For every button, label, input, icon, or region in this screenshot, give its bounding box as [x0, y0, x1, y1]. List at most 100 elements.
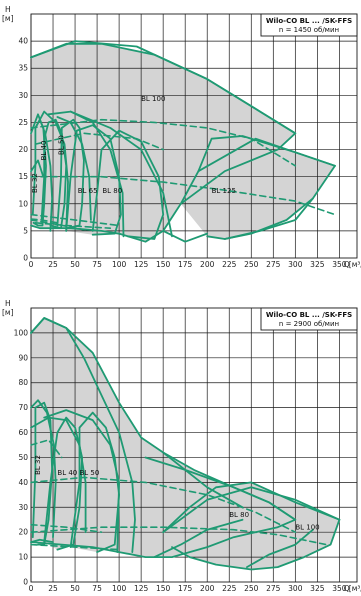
zone-outline-bl-80 [91, 129, 165, 240]
series-label-bl-100: BL 100 [141, 95, 165, 103]
y-tick-label: 0 [23, 578, 28, 587]
y-axis-unit: [м] [2, 14, 14, 23]
pump-curve-bl-125 [223, 197, 314, 240]
x-tick-label: 100 [112, 584, 127, 593]
zone-outline-bl-40 [43, 416, 83, 551]
legend-box [260, 13, 358, 37]
power-curve-bl-80 [30, 476, 297, 534]
power-curve-bl-100 [30, 118, 297, 167]
legend-subtitle: n = 1450 об/мин [279, 26, 339, 34]
y-tick-label: 50 [18, 453, 28, 462]
power-curve-bl-32 [30, 439, 63, 459]
zone-outline-bl-65 [65, 124, 122, 236]
series-label-bl-80: BL 80 [102, 187, 122, 195]
x-tick-label: 350 [332, 584, 347, 593]
operating-zones [31, 43, 335, 242]
y-tick-label: 20 [18, 528, 28, 537]
y-axis-symbol: H [5, 299, 11, 308]
zone-outline-bl-100 [162, 481, 341, 571]
legend-title: Wilo-CO BL ... /SK-FFS [266, 311, 352, 319]
x-tick-label: 300 [288, 584, 303, 593]
y-tick-label: 100 [14, 328, 29, 337]
x-tick-label: 200 [200, 260, 215, 269]
x-tick-label: 175 [178, 584, 193, 593]
x-axis-unit: [м³/ч] [349, 260, 361, 269]
y-tick-label: 30 [18, 503, 28, 512]
zone-outline-bl-50 [56, 118, 85, 230]
x-tick-label: 200 [200, 584, 215, 593]
y-tick-label: 25 [18, 118, 28, 127]
x-tick-label: 250 [244, 260, 259, 269]
y-tick-label: 30 [18, 91, 28, 100]
x-axis-symbol: Q [344, 584, 350, 593]
pump-curves [30, 40, 336, 243]
series-label-bl-80: BL 80 [229, 511, 249, 519]
y-tick-label: 15 [18, 172, 28, 181]
x-tick-label: 100 [112, 260, 127, 269]
pump-curve-bl-80 [30, 317, 136, 553]
power-curve-bl-80 [34, 132, 164, 151]
plot-frame [30, 13, 358, 259]
series-label-bl-50: BL 50 [79, 469, 99, 477]
x-tick-label: 350 [332, 260, 347, 269]
x-tick-label: 125 [134, 584, 149, 593]
y-tick-label: 40 [18, 478, 28, 487]
series-label-bl-32: BL 32 [34, 455, 42, 475]
y-tick-label: 20 [18, 145, 28, 154]
x-tick-label: 325 [310, 584, 325, 593]
pump-curve-bl-80 [153, 518, 244, 558]
series-label-bl-65: BL 65 [78, 187, 98, 195]
x-tick-label: 275 [266, 584, 281, 593]
y-tick-label: 70 [18, 403, 28, 412]
pump-curve-bl-32 [30, 113, 53, 232]
zone-outline-bl-100 [30, 42, 297, 243]
pump-curve-bl-32 [30, 159, 45, 178]
zone-bl-125 [180, 136, 335, 239]
pump-curve-bl-80 [144, 456, 297, 521]
y-tick-label: 0 [23, 254, 28, 263]
pump-curve-bl-125 [197, 137, 336, 173]
series-label-bl-50: BL 50 [58, 135, 66, 155]
x-tick-label: 125 [134, 260, 149, 269]
x-tick-label: 175 [178, 260, 193, 269]
pump-curve-bl-100 [245, 528, 314, 568]
x-tick-label: 150 [156, 260, 171, 269]
y-tick-label: 40 [18, 37, 28, 46]
chart-1450-rpm: BL 32 BL 40 BL 50 BL 65 BL 80 BL 100 BL 125 0 25… [2, 5, 361, 269]
pump-curve-bl-32 [30, 538, 54, 543]
x-axis-symbol: Q [344, 260, 350, 269]
x-tick-label: 75 [92, 260, 102, 269]
x-tick-label: 50 [70, 260, 80, 269]
series-label-bl-125: BL 125 [212, 187, 236, 195]
x-tick-label: 225 [222, 584, 237, 593]
pump-curve-bl-50 [56, 116, 92, 221]
y-axis-symbol: H [5, 5, 11, 14]
grid [30, 308, 357, 582]
y-tick-label: 90 [18, 353, 28, 362]
x-tick-label: 250 [244, 584, 259, 593]
x-tick-label: 150 [156, 584, 171, 593]
legend-box [260, 307, 358, 331]
y-tick-label: 80 [18, 378, 28, 387]
x-tick-label: 0 [29, 584, 34, 593]
series-label-bl-100: BL 100 [295, 524, 319, 532]
series-label-bl-40: BL 40 [40, 141, 48, 161]
pump-curve-bl-100 [162, 451, 244, 509]
x-tick-label: 225 [222, 260, 237, 269]
x-tick-label: 300 [288, 260, 303, 269]
pump-curve-bl-100 [162, 229, 209, 243]
zone-outline-bl-40 [40, 118, 68, 230]
power-curve-bl-65 [30, 213, 120, 227]
y-tick-label: 5 [23, 226, 28, 235]
series-label-bl-40: BL 40 [57, 469, 77, 477]
legend-subtitle: n = 2900 об/мин [279, 320, 339, 328]
x-tick-label: 325 [310, 260, 325, 269]
legend-title: Wilo-CO BL ... /SK-FFS [266, 17, 352, 25]
x-axis-unit: [м³/ч] [349, 584, 361, 593]
y-tick-label: 10 [18, 553, 28, 562]
series-label-bl-32: BL 32 [31, 173, 39, 193]
x-tick-label: 75 [92, 584, 102, 593]
